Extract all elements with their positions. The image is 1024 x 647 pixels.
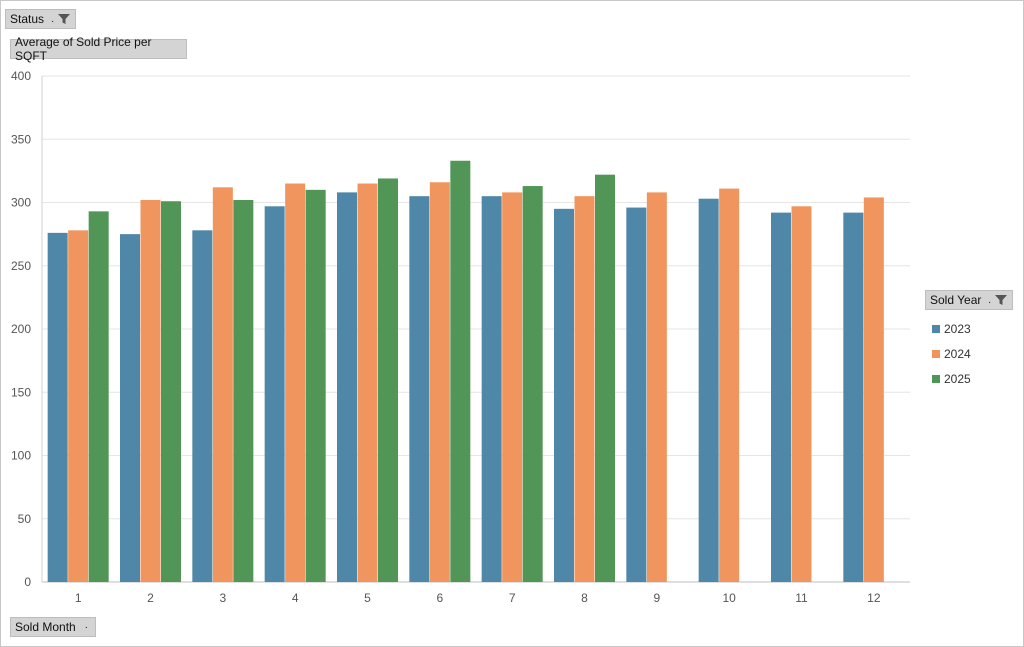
legend-field-button[interactable]: Sold Year . [925, 290, 1013, 310]
x-tick-label: 2 [147, 591, 154, 605]
bar-2023-month-4 [264, 206, 285, 583]
status-filter-label: Status [10, 12, 45, 26]
legend-field-label: Sold Year [930, 293, 982, 307]
bar-2024-month-4 [285, 183, 306, 582]
x-tick-label: 8 [581, 591, 588, 605]
x-tick-label: 5 [364, 591, 371, 605]
x-tick-label: 9 [653, 591, 660, 605]
x-tick-label: 10 [722, 591, 736, 605]
bar-2023-month-10 [698, 198, 719, 582]
bar-2024-month-2 [140, 199, 161, 582]
legend-item-2023: 2023 [932, 316, 971, 341]
dropdown-dot-icon: · [84, 621, 88, 633]
status-filter-button[interactable]: Status . [5, 9, 76, 29]
bar-2025-month-8 [595, 174, 615, 583]
bar-2024-month-11 [791, 206, 812, 583]
funnel-filter-icon: . [51, 13, 71, 25]
bar-2023-month-5 [337, 192, 357, 582]
bar-2023-month-11 [771, 212, 791, 582]
axis-field-button[interactable]: Sold Month · [10, 617, 96, 637]
bar-2023-month-12 [843, 212, 864, 582]
bar-2024-month-6 [429, 182, 450, 582]
bar-2024-month-5 [357, 183, 378, 582]
legend-swatch [932, 349, 940, 358]
bar-2024-month-10 [719, 188, 740, 582]
bar-2024-month-7 [502, 192, 523, 582]
y-tick-label: 0 [24, 575, 31, 589]
bar-2025-month-5 [378, 178, 398, 582]
bar-2025-month-6 [450, 160, 471, 582]
bar-2024-month-9 [646, 192, 667, 582]
x-tick-label: 11 [795, 591, 808, 605]
x-tick-label: 12 [867, 591, 881, 605]
bar-2024-month-3 [212, 187, 233, 582]
y-tick-label: 150 [11, 385, 31, 399]
y-tick-label: 400 [11, 69, 31, 83]
bar-2024-month-12 [863, 197, 884, 582]
bar-2025-month-2 [161, 201, 181, 583]
legend-swatch [932, 324, 940, 333]
bar-2023-month-6 [409, 196, 430, 583]
y-tick-label: 50 [18, 512, 32, 526]
legend-item-2024: 2024 [932, 341, 971, 366]
chart-legend: 2023 2024 2025 [932, 316, 971, 391]
bar-2025-month-7 [522, 186, 543, 582]
legend-label: 2025 [944, 371, 971, 386]
bar-2025-month-4 [305, 189, 326, 582]
bar-2023-month-2 [120, 234, 140, 582]
x-tick-label: 6 [436, 591, 443, 605]
y-tick-label: 350 [11, 132, 31, 146]
bar-2025-month-3 [233, 199, 254, 582]
value-field-button[interactable]: Average of Sold Price per SQFT [10, 35, 187, 63]
legend-item-2025: 2025 [932, 366, 971, 391]
legend-swatch [932, 374, 940, 383]
y-tick-label: 250 [11, 259, 31, 273]
y-tick-label: 300 [11, 196, 31, 210]
bar-2024-month-1 [68, 230, 89, 582]
bar-2023-month-9 [626, 207, 647, 582]
bar-2023-month-1 [47, 232, 68, 583]
bar-2023-month-7 [481, 196, 502, 583]
value-field-label: Average of Sold Price per SQFT [15, 35, 152, 63]
x-tick-label: 1 [75, 591, 82, 605]
funnel-filter-icon: . [988, 294, 1008, 306]
bar-2023-month-3 [192, 230, 213, 582]
bar-2024-month-8 [574, 196, 595, 583]
bar-2025-month-1 [88, 211, 109, 583]
y-tick-label: 200 [11, 322, 31, 336]
axis-field-label: Sold Month [15, 620, 76, 634]
legend-label: 2023 [944, 321, 971, 336]
bar-2023-month-8 [554, 208, 574, 582]
x-tick-label: 3 [219, 591, 226, 605]
legend-label: 2024 [944, 346, 971, 361]
y-tick-label: 100 [11, 449, 31, 463]
x-tick-label: 7 [509, 591, 516, 605]
x-tick-label: 4 [292, 591, 299, 605]
